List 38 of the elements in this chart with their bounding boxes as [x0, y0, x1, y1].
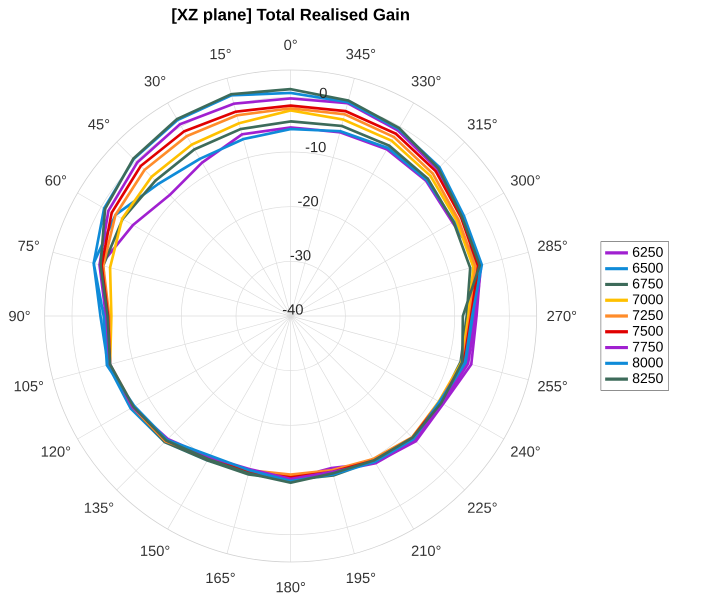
legend-label: 6750 — [632, 278, 663, 288]
spoke-label: 150° — [141, 546, 170, 556]
spoke-label: 60° — [46, 175, 66, 186]
legend-label: 7750 — [632, 342, 663, 352]
legend-label: 7000 — [632, 294, 663, 304]
spoke-label: 315° — [468, 119, 497, 130]
legend-label: 8000 — [632, 357, 663, 368]
legend-label: 8250 — [632, 373, 663, 384]
spoke-label: 225° — [468, 502, 497, 513]
spoke-label: 240° — [511, 446, 540, 457]
legend-label: 7250 — [632, 310, 663, 320]
spoke-label: 45° — [88, 119, 110, 130]
spoke-label: 210° — [412, 546, 441, 556]
spoke-label: 75° — [18, 240, 39, 252]
spoke-label: 300° — [510, 175, 540, 186]
spoke-label: 270° — [547, 310, 576, 322]
legend-label: 7500 — [632, 326, 663, 336]
spoke-label: 180° — [276, 582, 305, 592]
spoke-label: 330° — [412, 76, 441, 86]
spoke-label: 285° — [538, 240, 567, 252]
legend-label: 6500 — [632, 262, 663, 273]
spoke-label: 120° — [42, 446, 70, 457]
spoke-label: 105° — [14, 381, 44, 392]
chart-title: [XZ plane] Total Realised Gain — [172, 8, 409, 24]
y-tick-label: -30 — [290, 250, 310, 260]
spoke-label: 0° — [284, 40, 297, 50]
spoke-label: 30° — [144, 76, 166, 86]
y-tick-label: -40 — [282, 304, 303, 315]
spoke-label: 165° — [206, 572, 235, 584]
spoke-label: 15° — [210, 48, 231, 60]
spoke-label: 90° — [9, 310, 30, 322]
spoke-label: 345° — [346, 48, 376, 60]
spoke-label: 255° — [538, 381, 567, 392]
y-tick-label: -20 — [298, 196, 318, 206]
spoke-label: 135° — [84, 502, 114, 513]
legend-label: 6250 — [632, 247, 663, 257]
spoke-label: 195° — [346, 572, 376, 584]
y-tick-label: -10 — [306, 142, 326, 152]
